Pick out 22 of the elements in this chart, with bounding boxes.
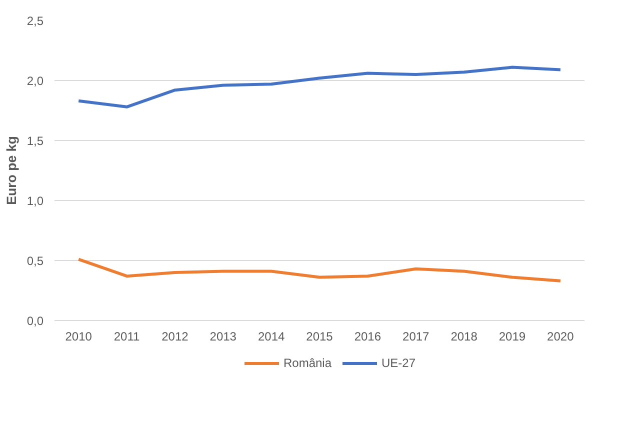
x-tick-label: 2018 bbox=[450, 330, 478, 344]
x-tick-label: 2019 bbox=[498, 330, 526, 344]
legend-label: UE-27 bbox=[382, 356, 416, 370]
x-tick-label: 2013 bbox=[210, 330, 237, 344]
x-tick-label: 2016 bbox=[354, 330, 382, 344]
legend-label: România bbox=[283, 356, 332, 370]
y-axis-title: Euro pe kg bbox=[4, 136, 19, 205]
y-tick-label: 1,0 bbox=[26, 194, 44, 208]
y-tick-label: 0,5 bbox=[26, 254, 44, 268]
x-tick-label: 2012 bbox=[162, 330, 189, 344]
x-tick-label: 2020 bbox=[547, 330, 574, 344]
x-tick-label: 2015 bbox=[306, 330, 334, 344]
line-series bbox=[77, 66, 562, 108]
x-tick-label: 2011 bbox=[114, 330, 140, 344]
x-tick-label: 2017 bbox=[402, 330, 430, 344]
y-tick-label: 0,0 bbox=[26, 314, 44, 328]
y-tick-label: 2,0 bbox=[26, 74, 44, 88]
x-tick-label: 2010 bbox=[65, 330, 92, 344]
line-series bbox=[77, 258, 562, 282]
x-tick-label: 2014 bbox=[258, 330, 285, 344]
y-tick-label: 1,5 bbox=[26, 134, 44, 148]
y-tick-label: 2,5 bbox=[26, 14, 44, 28]
